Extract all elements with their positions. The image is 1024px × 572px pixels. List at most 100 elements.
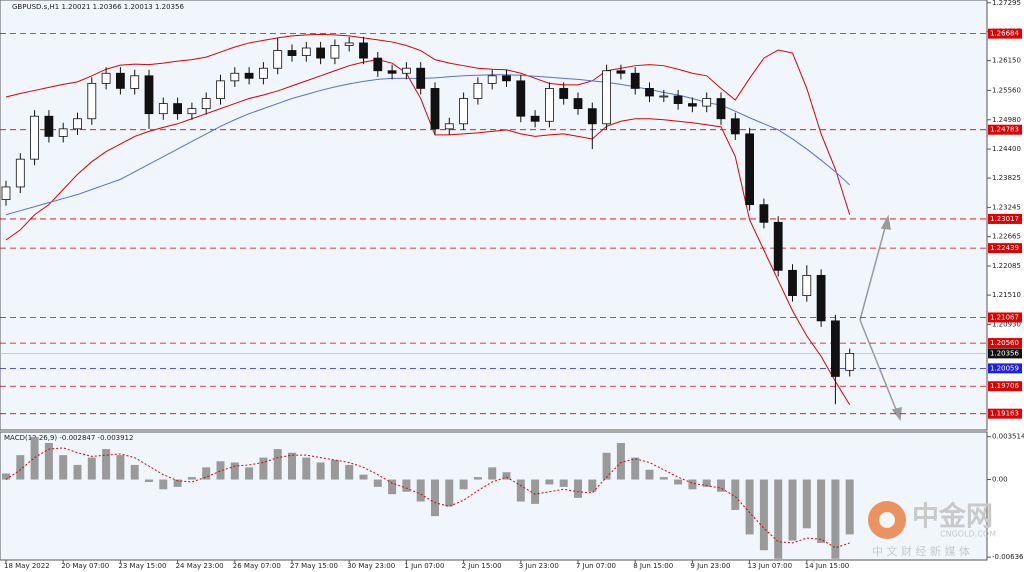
- x-tick-label: 7 Jun 07:00: [576, 562, 616, 570]
- level-label: 1.26684: [990, 30, 1019, 38]
- macd-bar: [431, 479, 439, 517]
- candle-body: [430, 88, 440, 130]
- x-tick-label: 14 Jun 15:00: [805, 562, 849, 570]
- macd-bar: [87, 457, 96, 480]
- x-tick-label: 23 May 15:00: [118, 562, 166, 570]
- candle-body: [645, 88, 654, 97]
- macd-bar: [845, 479, 854, 535]
- candle-body: [330, 45, 340, 59]
- watermark-brand: 中金网: [912, 501, 993, 533]
- candle-body: [745, 133, 754, 206]
- arrow-down: [859, 319, 898, 413]
- macd-bar: [44, 442, 53, 480]
- macd-bar: [488, 467, 497, 480]
- candle-body: [158, 103, 168, 115]
- watermark: 中金网 CNGOLD.COM 中 文 财 经 新 媒 体: [868, 501, 996, 558]
- macd-bar: [774, 479, 783, 559]
- candle-body: [387, 70, 397, 74]
- candle-body: [201, 98, 211, 110]
- current-price-box: [988, 348, 1022, 359]
- candle-body: [230, 72, 240, 82]
- level-box: [988, 338, 1022, 349]
- candle-body: [730, 118, 740, 135]
- macd-bar: [288, 452, 296, 480]
- macd-bar: [717, 479, 725, 492]
- candle-body: [802, 274, 812, 296]
- candle-body: [773, 221, 783, 271]
- macd-bar: [259, 457, 268, 480]
- x-tick-label: 18 May 2022: [4, 562, 50, 570]
- macd-bar: [602, 452, 611, 480]
- y-tick-label: 1.22085: [992, 262, 1021, 270]
- level-label: 1.19163: [990, 410, 1019, 418]
- level-label: 1.19706: [990, 382, 1019, 390]
- candle-body: [831, 320, 840, 377]
- y-tick-label: 1.21510: [992, 291, 1021, 299]
- y-tick-label: 0.003514: [992, 433, 1024, 441]
- candle-body: [459, 98, 469, 125]
- level-box: [988, 124, 1022, 135]
- logo-inner: [879, 512, 895, 528]
- macd-bar: [831, 479, 840, 559]
- candle-body: [216, 80, 225, 99]
- macd-bar: [202, 467, 211, 480]
- y-tick-label: 1.25560: [992, 86, 1021, 94]
- candle-body: [44, 115, 54, 137]
- macd-bar: [745, 479, 754, 535]
- macd-bar: [502, 472, 511, 480]
- macd-bar: [159, 479, 168, 490]
- level-box: [988, 28, 1022, 39]
- candle-body: [473, 82, 483, 99]
- y-tick-label: 1.26150: [992, 57, 1021, 65]
- candle-body: [416, 67, 426, 89]
- candle-body: [502, 75, 511, 82]
- x-tick-label: 24 May 23:00: [176, 562, 224, 570]
- macd-bar: [116, 455, 125, 480]
- candle-body: [173, 103, 183, 115]
- candle-body: [816, 274, 826, 322]
- indicator-line: [5, 59, 851, 405]
- macd-bar: [102, 449, 111, 480]
- candle-body: [630, 72, 640, 89]
- arrow-up: [859, 223, 887, 321]
- macd-bar: [559, 479, 568, 487]
- macd-bar: [316, 462, 325, 480]
- level-label: 1.23017: [990, 215, 1019, 223]
- level-box: [988, 312, 1022, 323]
- macd-bar: [817, 479, 826, 543]
- macd-bar: [702, 479, 711, 487]
- level-label: 1.20560: [990, 339, 1019, 347]
- level-box: [988, 408, 1022, 419]
- candle-body: [87, 82, 97, 120]
- macd-bar: [359, 474, 368, 480]
- macd-bar: [130, 464, 139, 480]
- x-tick-label: 8 Jun 15:00: [633, 562, 673, 570]
- indicator-line: [5, 33, 851, 215]
- candle-body: [688, 103, 697, 107]
- macd-bar: [330, 460, 339, 480]
- macd-bar: [631, 457, 640, 480]
- candle-body: [301, 47, 311, 56]
- macd-bar: [731, 479, 740, 511]
- signal-line: [5, 447, 850, 549]
- macd-bar: [445, 479, 454, 507]
- candle-body: [287, 50, 297, 56]
- candle-body: [73, 118, 82, 130]
- candle-body: [15, 158, 25, 188]
- macd-bar: [73, 464, 82, 480]
- macd-bar: [230, 462, 239, 480]
- macd-bar: [345, 464, 354, 480]
- candle-body: [444, 123, 454, 130]
- macd-bar: [273, 449, 282, 480]
- current-price-label: 1.20356: [990, 349, 1019, 357]
- candle-body: [602, 70, 611, 125]
- macd-bar: [216, 461, 225, 480]
- x-tick-label: 20 May 07:00: [61, 562, 109, 570]
- macd-bar: [473, 477, 482, 480]
- y-tick-label: 0.00: [992, 476, 1008, 484]
- level-box: [988, 381, 1022, 392]
- macd-bar: [416, 479, 425, 502]
- level-box: [988, 363, 1022, 374]
- macd-bar: [545, 479, 554, 485]
